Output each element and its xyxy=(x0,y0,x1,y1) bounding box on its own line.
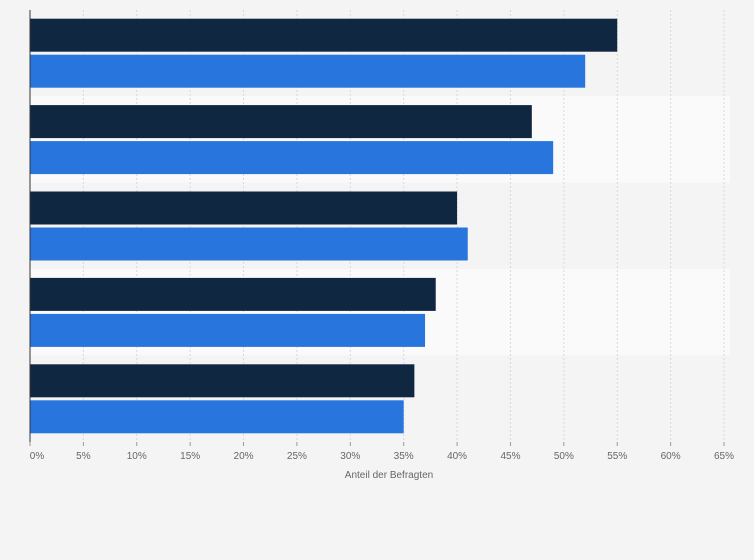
x-tick-labels: 0% 5% 10% 15% 20% 25% 30% 35% 40% 45% 50% 55% 60% 65% xyxy=(29,442,734,462)
x-axis-title: Anteil der Befragten xyxy=(345,470,433,481)
x-tick-label: 5% xyxy=(76,451,91,462)
x-tick-label: 65% xyxy=(714,451,734,462)
bar-series-1[interactable] xyxy=(30,191,458,225)
x-tick-label: 15% xyxy=(180,451,200,462)
x-tick-label: 0% xyxy=(30,451,45,462)
bars xyxy=(30,18,618,434)
x-tick-label: 35% xyxy=(394,451,414,462)
x-tick-label: 20% xyxy=(234,451,254,462)
x-tick-label: 25% xyxy=(287,451,307,462)
bar-series-1[interactable] xyxy=(30,18,618,52)
x-tick-label: 10% xyxy=(127,451,147,462)
bar-series-1[interactable] xyxy=(30,364,415,398)
x-tick-label: 45% xyxy=(500,451,520,462)
x-tick-label: 50% xyxy=(554,451,574,462)
x-tick-label: 40% xyxy=(447,451,467,462)
bar-series-1[interactable] xyxy=(30,105,532,139)
bar-series-2[interactable] xyxy=(30,227,468,261)
bar-series-2[interactable] xyxy=(30,54,586,88)
bar-series-2[interactable] xyxy=(30,313,426,347)
bar-series-2[interactable] xyxy=(30,141,554,175)
bar-series-2[interactable] xyxy=(30,400,404,434)
bar-series-1[interactable] xyxy=(30,277,436,311)
x-tick-label: 30% xyxy=(340,451,360,462)
x-tick-label: 60% xyxy=(661,451,681,462)
x-tick-label: 55% xyxy=(607,451,627,462)
